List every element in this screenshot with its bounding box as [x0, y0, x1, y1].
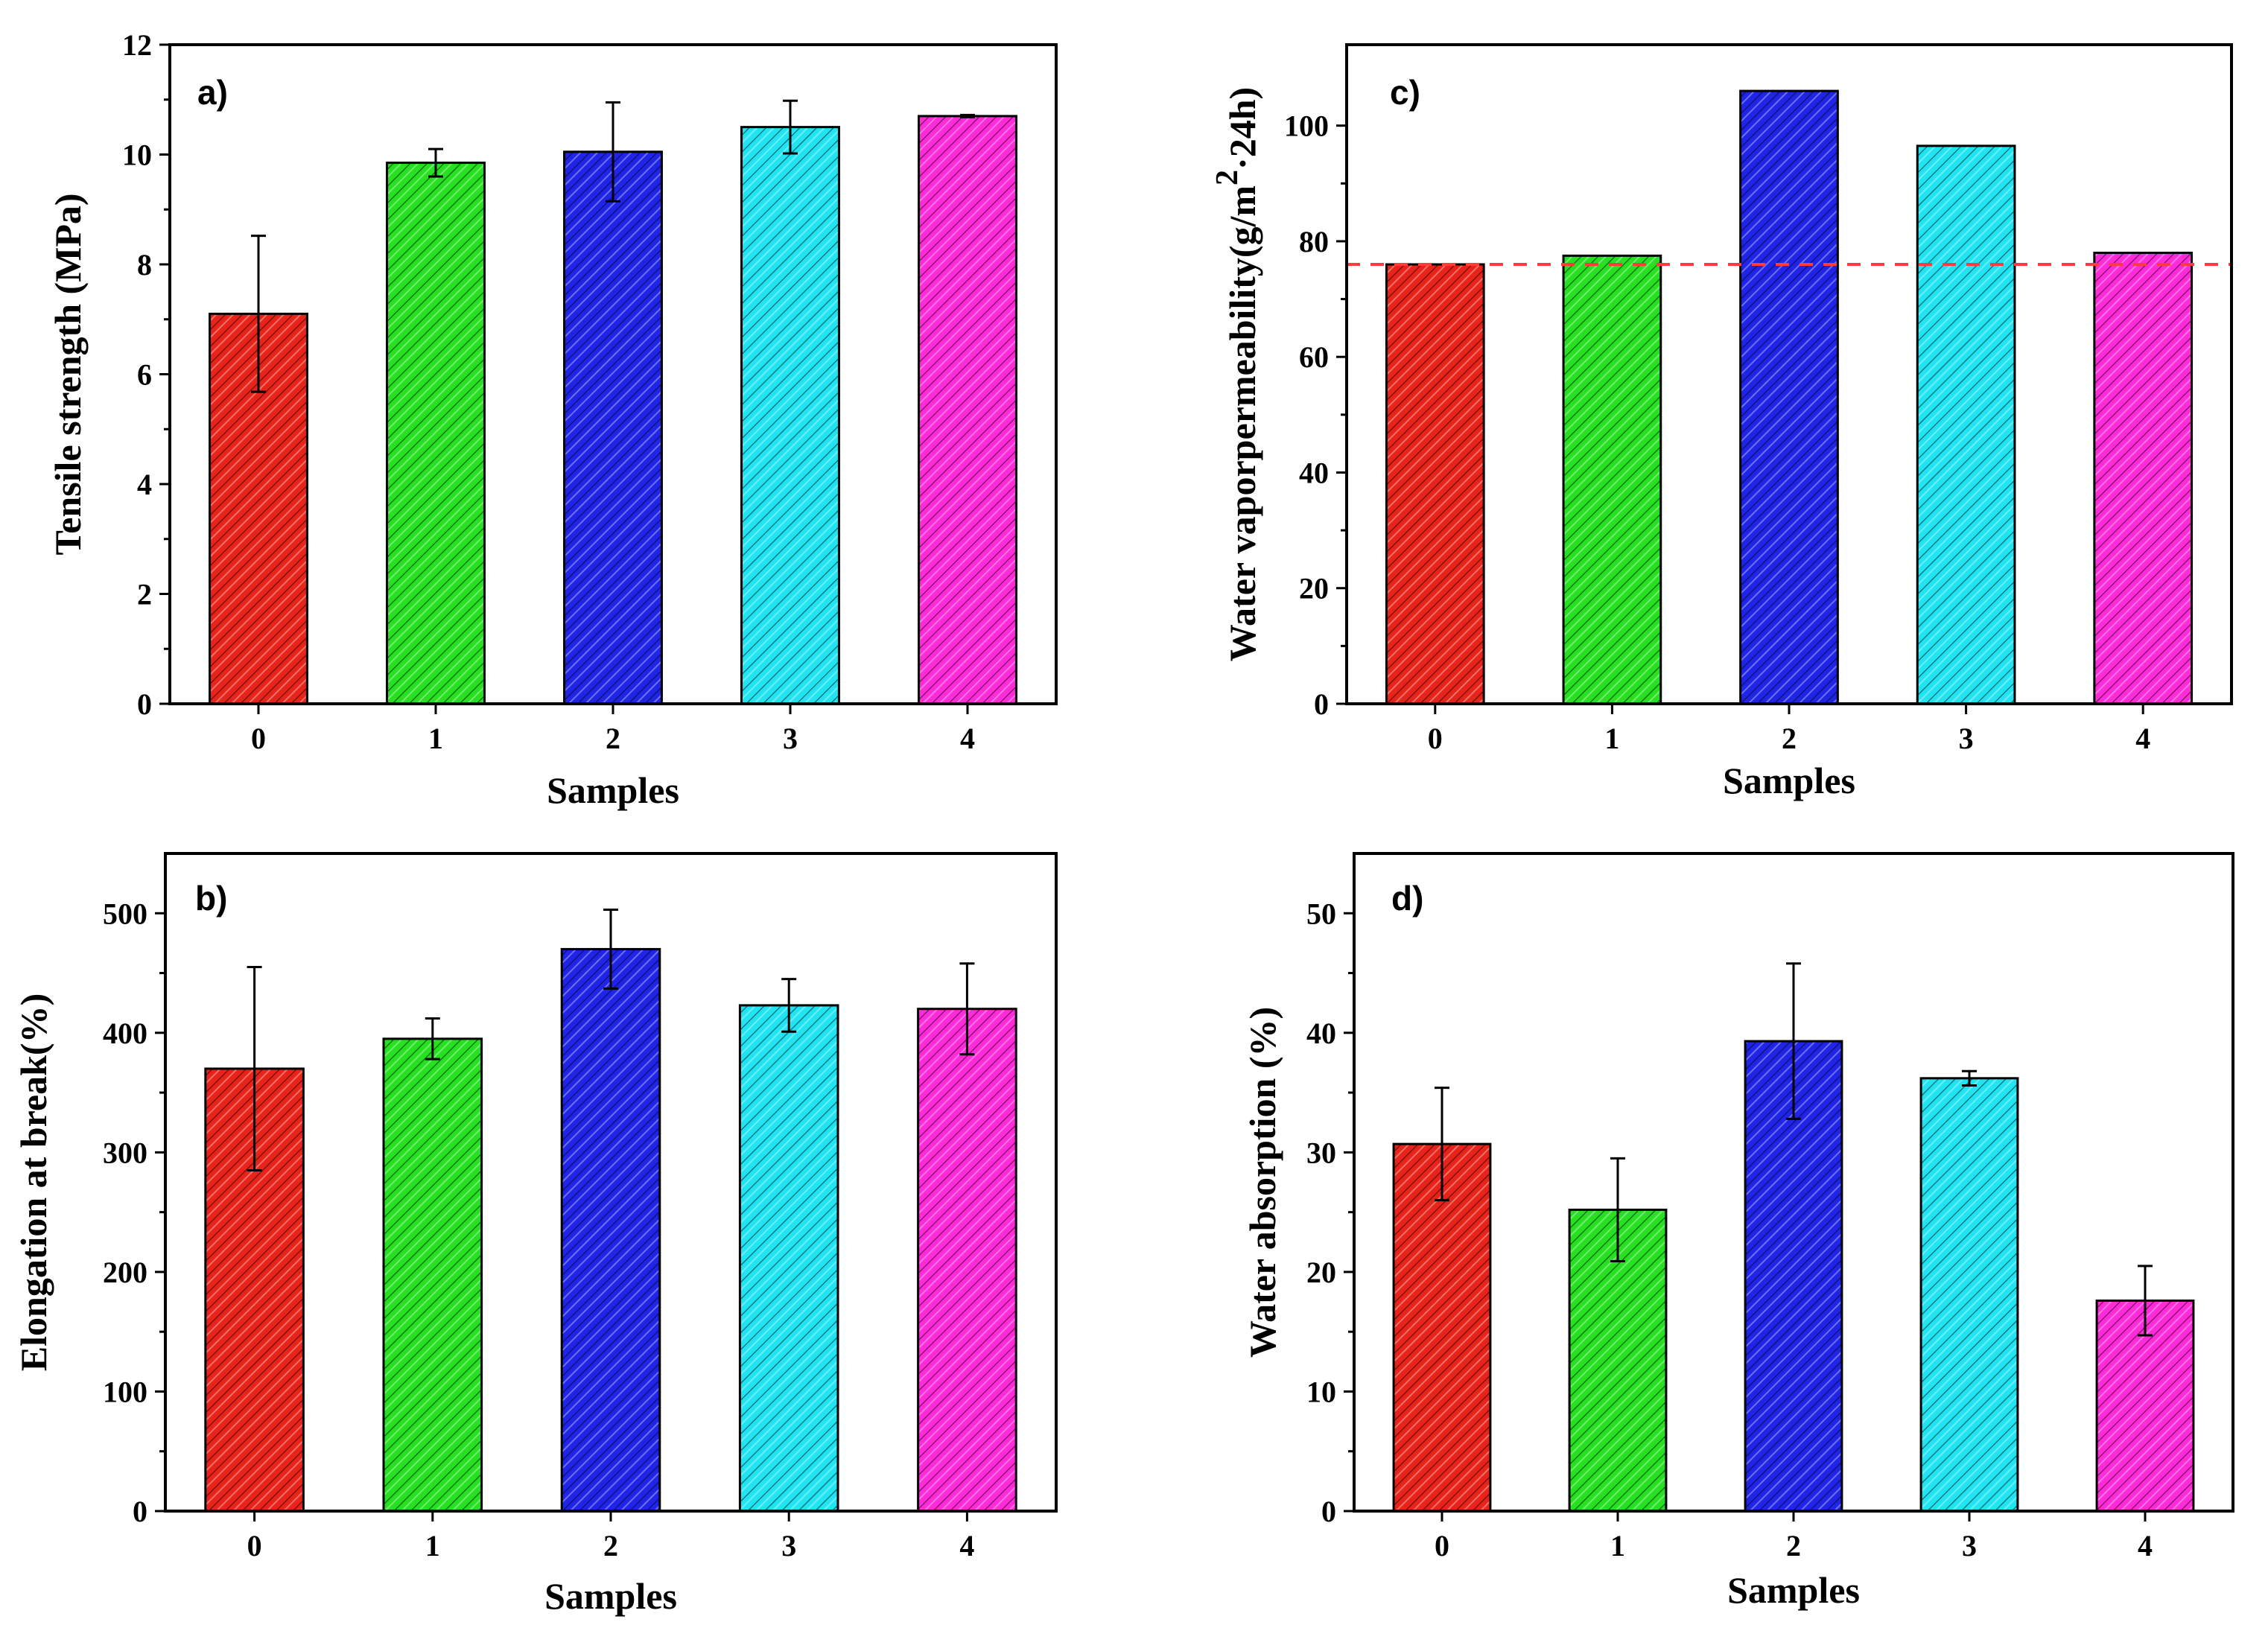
error-bar-2: [1786, 962, 1801, 1120]
x-tick-label: 1: [425, 1529, 440, 1562]
error-bar-3: [783, 99, 798, 155]
panel-label: d): [1391, 879, 1423, 918]
bar-3: [738, 1004, 839, 1513]
error-bar-4: [2138, 1265, 2153, 1337]
y-tick-label: 40: [1306, 1017, 1336, 1050]
x-tick-label: 2: [603, 1529, 618, 1562]
y-tick-label: 200: [103, 1256, 147, 1289]
error-bar-0: [1435, 1087, 1449, 1202]
x-tick-label: 4: [959, 1529, 974, 1562]
y-axis-title: Water absorption (%): [1242, 1007, 1283, 1358]
y-tick-label: 10: [122, 139, 152, 172]
error-bar-1: [425, 1017, 440, 1061]
bar-4: [917, 1008, 1017, 1513]
y-tick-label: 40: [1299, 456, 1329, 489]
y-tick-label: 80: [1299, 225, 1329, 258]
error-bar-0: [251, 235, 266, 393]
error-bar-2: [606, 101, 620, 203]
y-tick-label: 10: [1306, 1375, 1336, 1408]
bar-0: [1385, 263, 1485, 705]
bar-1: [386, 162, 486, 705]
y-tick-label: 12: [122, 28, 152, 62]
error-bar-1: [1610, 1157, 1625, 1262]
x-tick-label: 2: [1786, 1529, 1801, 1562]
y-tick-label: 6: [137, 358, 152, 392]
x-tick-label: 1: [1610, 1529, 1625, 1562]
x-tick-label: 4: [2138, 1529, 2153, 1562]
error-bar-3: [1962, 1069, 1977, 1087]
error-bar-3: [781, 978, 797, 1033]
bar-1: [382, 1037, 483, 1513]
x-tick-label: 3: [781, 1529, 796, 1562]
y-tick-label: 2: [137, 578, 152, 611]
bar-2: [563, 150, 663, 705]
panel-b: 0 100 200 300 400 500 0 1 2 3 4 Samples Elongation a…: [13, 852, 1058, 1617]
x-axis-title: Samples: [1727, 1569, 1860, 1611]
panel-label: b): [195, 879, 227, 918]
y-tick-label: 50: [1306, 897, 1336, 930]
bar-4: [2093, 251, 2194, 705]
y-tick-label: 30: [1306, 1136, 1336, 1169]
y-tick-label: 20: [1299, 572, 1329, 605]
x-tick-label: 1: [1604, 722, 1619, 755]
y-tick-label: 300: [103, 1136, 147, 1169]
panel-d: 0 10 20 30 40 50 0 1 2 3 4 Samples Water absorption …: [1242, 852, 2234, 1611]
bar-2: [1739, 89, 1839, 705]
x-tick-label: 4: [960, 722, 975, 755]
bar-4: [918, 115, 1017, 705]
y-axis-title: Elongation at break(%): [13, 993, 54, 1371]
bar-1: [1562, 254, 1662, 705]
bar-3: [1916, 144, 2016, 705]
x-tick-label: 3: [1959, 722, 1974, 755]
y-tick-label: 400: [103, 1017, 147, 1050]
panel-label: c): [1390, 73, 1420, 112]
x-tick-label: 0: [1428, 722, 1443, 755]
y-tick-label: 4: [137, 468, 152, 501]
bar-3: [740, 126, 840, 705]
x-tick-label: 2: [606, 722, 620, 755]
error-bar-1: [428, 147, 443, 178]
x-axis-title: Samples: [544, 1575, 677, 1617]
y-tick-label: 100: [103, 1375, 147, 1408]
y-axis-title: Tensile strength (MPa): [47, 193, 89, 555]
y-tick-label: 0: [1321, 1495, 1336, 1528]
x-tick-label: 0: [247, 1529, 262, 1562]
y-tick-label: 500: [103, 897, 147, 930]
bar-0: [1392, 1142, 1492, 1513]
x-tick-label: 3: [1962, 1529, 1977, 1562]
x-tick-label: 0: [1435, 1529, 1449, 1562]
x-axis-title: Samples: [1723, 760, 1855, 801]
y-tick-label: 100: [1284, 109, 1329, 143]
panel-label: a): [197, 73, 228, 112]
y-tick-label: 8: [137, 248, 152, 282]
error-bar-2: [603, 908, 618, 990]
y-tick-label: 0: [1314, 687, 1329, 721]
x-tick-label: 3: [783, 722, 798, 755]
x-tick-label: 2: [1782, 722, 1797, 755]
y-tick-label: 60: [1299, 340, 1329, 374]
x-tick-label: 0: [251, 722, 266, 755]
y-axis-title: Water vaporpermeability(g/m2·24h): [1210, 87, 1263, 661]
error-bar-4: [960, 113, 975, 118]
x-tick-label: 1: [428, 722, 443, 755]
y-tick-label: 20: [1306, 1256, 1336, 1289]
bar-3: [1919, 1077, 2019, 1513]
y-tick-label: 0: [137, 687, 152, 721]
x-axis-title: Samples: [547, 769, 679, 811]
x-tick-label: 4: [2135, 722, 2150, 755]
panel-c: 0 20 40 60 80 100 0 1 2 3 4 Samples Water vaporperme…: [1210, 43, 2233, 801]
y-tick-label: 0: [133, 1495, 147, 1528]
error-bar-0: [247, 966, 262, 1171]
error-bar-4: [959, 962, 975, 1056]
bar-2: [560, 947, 661, 1513]
